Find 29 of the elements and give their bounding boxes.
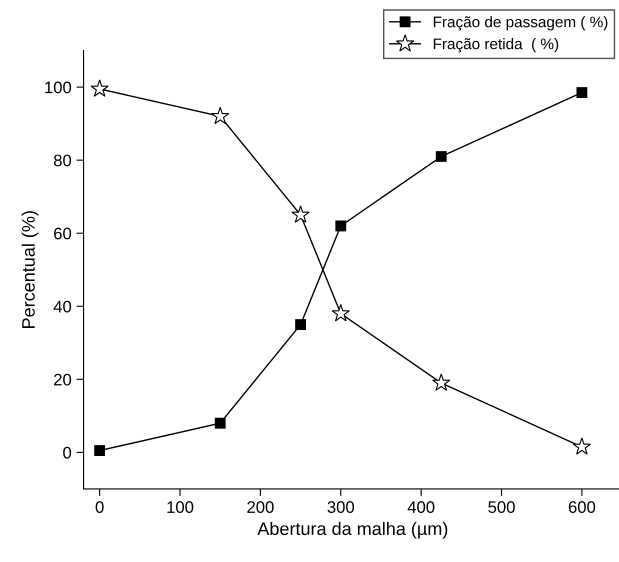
x-axis-title: Abertura da malha (µm) bbox=[257, 522, 448, 539]
x-tick-label: 400 bbox=[408, 501, 434, 513]
y-tick-label: 100 bbox=[45, 82, 72, 94]
y-tick-label: 80 bbox=[54, 154, 72, 166]
point bbox=[94, 445, 106, 456]
y-tick-label: 0 bbox=[63, 446, 72, 459]
point bbox=[291, 205, 310, 223]
y-tick-label: 20 bbox=[54, 374, 72, 386]
x-tick-label: 100 bbox=[167, 501, 194, 513]
x-tick-label: 300 bbox=[328, 501, 354, 513]
x-tick-label: 0 bbox=[96, 501, 104, 513]
x-tick-label: 500 bbox=[488, 501, 515, 513]
x-tick-label: 600 bbox=[568, 501, 596, 513]
point bbox=[90, 79, 109, 97]
point bbox=[332, 304, 350, 322]
y-tick-label: 40 bbox=[54, 300, 72, 312]
x-tick-label: 200 bbox=[247, 501, 274, 513]
y-tick-label: 60 bbox=[54, 228, 72, 240]
point bbox=[295, 319, 306, 330]
point bbox=[572, 437, 592, 455]
point bbox=[576, 87, 588, 98]
legend-label: Fração de passagem ( %) bbox=[434, 16, 608, 30]
point bbox=[335, 220, 346, 232]
point bbox=[211, 106, 230, 124]
point bbox=[214, 418, 226, 429]
y-axis-title: Percentual (%) bbox=[22, 211, 38, 328]
point bbox=[432, 373, 450, 391]
legend-label: Fração retida ( %) bbox=[434, 38, 558, 52]
point bbox=[436, 151, 447, 162]
